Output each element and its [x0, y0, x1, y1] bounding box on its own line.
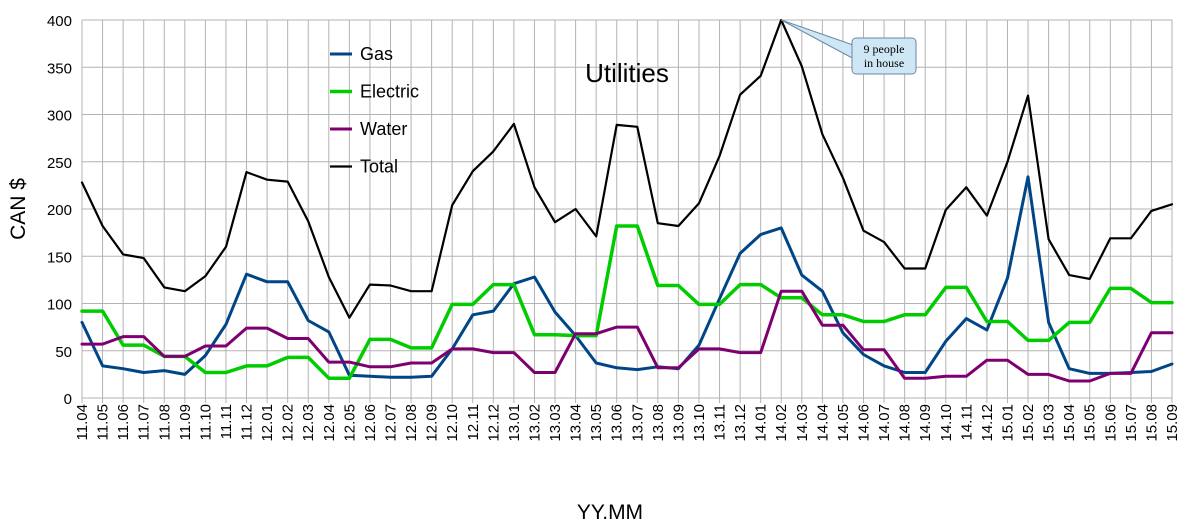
x-tick-label: 11.06: [115, 404, 132, 440]
x-tick-label: 13.08: [650, 404, 667, 442]
x-tick-label: 12.02: [280, 404, 297, 442]
x-tick-label: 11.12: [239, 404, 256, 440]
x-tick-label: 14.03: [794, 404, 811, 442]
x-tick-label: 15.09: [1164, 404, 1181, 442]
axes: 11.04 11.05 11.06 11.07 11.08 11.09 11.10 11.11…: [47, 13, 1181, 442]
x-tick-label: 12.03: [300, 404, 317, 442]
x-tick-label: 15.07: [1123, 404, 1140, 442]
y-tick-label: 250: [47, 155, 72, 172]
x-tick-label: 15.08: [1143, 404, 1160, 442]
y-tick-label: 350: [47, 60, 72, 77]
x-tick-label: 12.12: [485, 404, 502, 442]
x-tick-label: 13.11: [712, 404, 729, 440]
x-tick-label: 14.12: [979, 404, 996, 442]
x-tick-label: 12.05: [341, 404, 358, 442]
callout-joint: [853, 46, 858, 60]
legend-label-electric: Electric: [360, 82, 419, 102]
x-tick-label: 15.03: [1041, 404, 1058, 442]
callout-pointer: [781, 19, 857, 61]
x-tick-label: 13.07: [629, 404, 646, 442]
x-tick-label: 15.01: [999, 404, 1016, 442]
x-tick-label: 11.07: [136, 404, 153, 440]
x-tick-label: 12.08: [403, 404, 420, 442]
x-tick-label: 12.07: [382, 404, 399, 442]
x-tick-label: 13.04: [568, 404, 585, 442]
x-tick-label: 13.10: [691, 404, 708, 442]
legend-label-total: Total: [360, 157, 398, 177]
series-line-gas: [80, 175, 1174, 379]
x-tick-label: 14.08: [897, 404, 914, 442]
x-tick-label: 14.07: [876, 404, 893, 442]
legend: Gas Electric Water Total: [330, 44, 419, 177]
x-tick-label: 14.09: [917, 404, 934, 442]
x-tick-label: 12.01: [259, 404, 276, 442]
x-tick-label: 15.04: [1061, 404, 1078, 442]
series-lines: [80, 18, 1174, 383]
callout-text-line: 9 people: [864, 42, 905, 56]
x-tick-label: 15.02: [1020, 404, 1037, 442]
x-axis-title: YY.MM: [577, 501, 643, 521]
y-axis-title: CAN $: [7, 178, 30, 240]
x-tick-label: 14.11: [958, 404, 975, 440]
x-tick-label: 14.05: [835, 404, 852, 442]
series-line-water: [80, 289, 1174, 383]
x-tick-label: 12.11: [465, 404, 482, 440]
x-tick-label: 13.02: [526, 404, 543, 442]
y-tick-label: 100: [47, 297, 72, 314]
x-tick-label: 11.04: [74, 404, 91, 440]
x-tick-label: 13.06: [609, 404, 626, 442]
x-tick-label: 12.06: [362, 404, 379, 442]
x-tick-label: 11.10: [197, 404, 214, 440]
x-tick-label: 12.09: [424, 404, 441, 442]
x-tick-label: 13.05: [588, 404, 605, 442]
x-tick-label: 11.08: [156, 404, 173, 440]
x-tick-label: 13.03: [547, 404, 564, 442]
x-tick-label: 13.01: [506, 404, 523, 442]
x-tick-label: 14.01: [753, 404, 770, 442]
x-tick-label: 13.12: [732, 404, 749, 442]
series-line-electric: [80, 224, 1174, 380]
y-tick-label: 200: [47, 202, 72, 219]
y-tick-label: 50: [55, 344, 72, 361]
callout-text-line: in house: [864, 56, 904, 70]
x-tick-label: 14.02: [773, 404, 790, 442]
chart-title: Utilities: [585, 58, 669, 88]
y-tick-label: 300: [47, 108, 72, 125]
x-tick-label: 14.06: [856, 404, 873, 442]
x-tick-label: 14.10: [938, 404, 955, 442]
x-tick-label: 11.09: [177, 404, 194, 440]
legend-label-gas: Gas: [360, 44, 393, 64]
x-tick-label: 14.04: [814, 404, 831, 442]
x-tick-label: 12.04: [321, 404, 338, 442]
y-tick-label: 150: [47, 249, 72, 266]
x-tick-label: 11.05: [95, 404, 112, 440]
x-tick-label: 12.10: [444, 404, 461, 442]
y-tick-label: 400: [47, 13, 72, 30]
y-tick-label: 0: [64, 391, 72, 408]
x-tick-label: 15.06: [1102, 404, 1119, 442]
series-line-total: [80, 18, 1174, 319]
legend-label-water: Water: [360, 119, 407, 139]
x-tick-label: 13.09: [670, 404, 687, 442]
callout-box: [851, 37, 917, 75]
x-tick-label: 11.11: [218, 404, 235, 439]
x-tick-label: 15.05: [1082, 404, 1099, 442]
